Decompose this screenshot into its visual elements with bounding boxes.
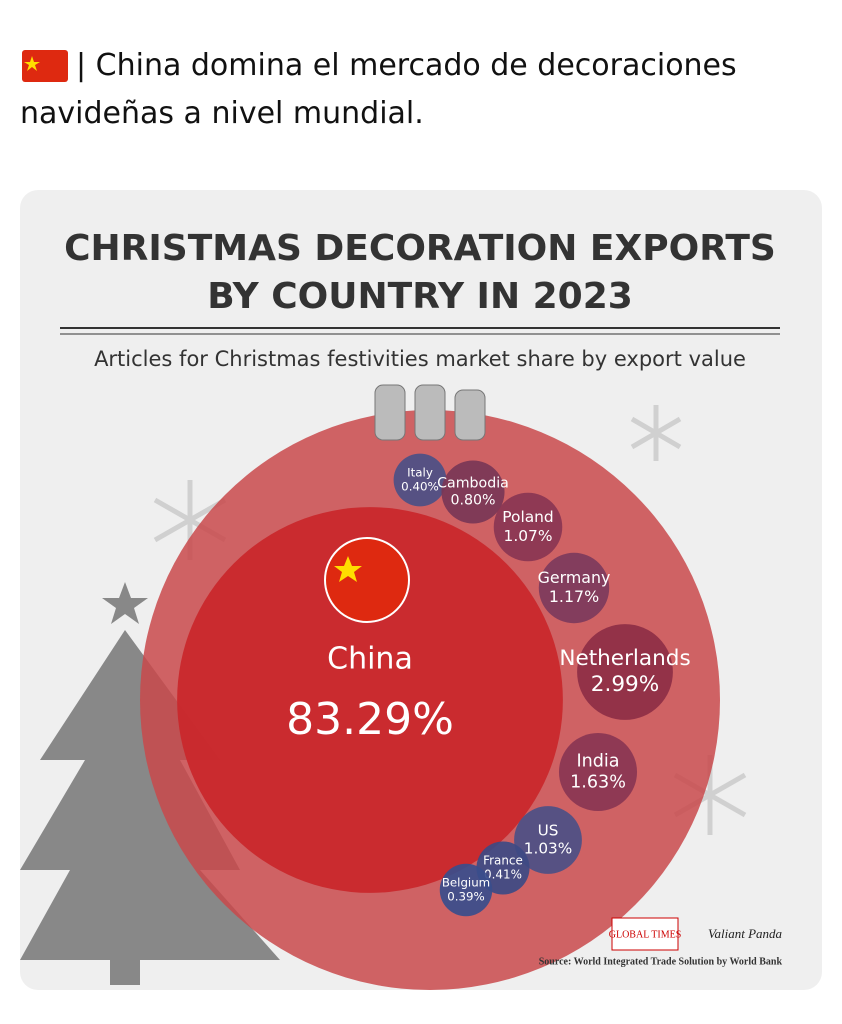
value-label: 83.29% <box>286 694 454 745</box>
bubble <box>538 552 610 624</box>
value-label: 0.41% <box>484 868 522 882</box>
chart-title: CHRISTMAS DECORATION EXPORTS <box>64 228 776 269</box>
bubble-label: Cambodia <box>437 475 509 491</box>
bubble <box>476 841 530 895</box>
source: Source: World Integrated Trade Solution … <box>539 956 783 967</box>
china-flag-star <box>334 556 362 582</box>
chart-subtitle: Articles for Christmas festivities marke… <box>94 347 746 371</box>
bubble <box>577 624 673 720</box>
flag-icon <box>22 50 68 82</box>
tree <box>20 582 280 985</box>
snowflakes <box>153 405 747 835</box>
bubble-label: Germany <box>538 568 611 587</box>
bubble <box>441 460 505 524</box>
bubble <box>493 492 563 562</box>
card <box>20 190 822 990</box>
bubble-label: Italy <box>407 465 433 479</box>
china-flag <box>324 537 410 623</box>
bubble-label: India <box>576 751 619 771</box>
value-label: 2.99% <box>591 672 659 697</box>
value-label: 1.63% <box>570 773 626 793</box>
bubble-label: China <box>327 642 413 677</box>
bubble <box>439 863 493 917</box>
bubble-label: Netherlands <box>559 646 690 671</box>
logo: GLOBAL TIMES <box>609 929 682 940</box>
ornament-cap <box>374 384 486 441</box>
post-text: | China domina el mercado de decoracione… <box>20 48 737 131</box>
chart-title: BY COUNTRY IN 2023 <box>207 276 633 317</box>
value-label: 1.07% <box>504 527 553 545</box>
bubble <box>177 507 563 893</box>
bubble <box>393 453 447 507</box>
ornament <box>140 410 720 990</box>
bubble-label: France <box>483 853 523 867</box>
value-label: 0.40% <box>401 480 439 494</box>
bubble <box>514 806 582 874</box>
value-label: 0.39% <box>447 890 484 904</box>
value-label: 0.80% <box>450 493 495 509</box>
logo: Valiant Panda <box>708 926 783 941</box>
bubble <box>558 732 638 812</box>
logo-box <box>611 917 679 951</box>
bubble-label: US <box>538 821 559 839</box>
value-label: 1.03% <box>524 840 572 858</box>
bubble-label: Belgium <box>442 875 490 889</box>
value-label: 1.17% <box>549 587 599 606</box>
bubble-label: Poland <box>502 508 553 526</box>
